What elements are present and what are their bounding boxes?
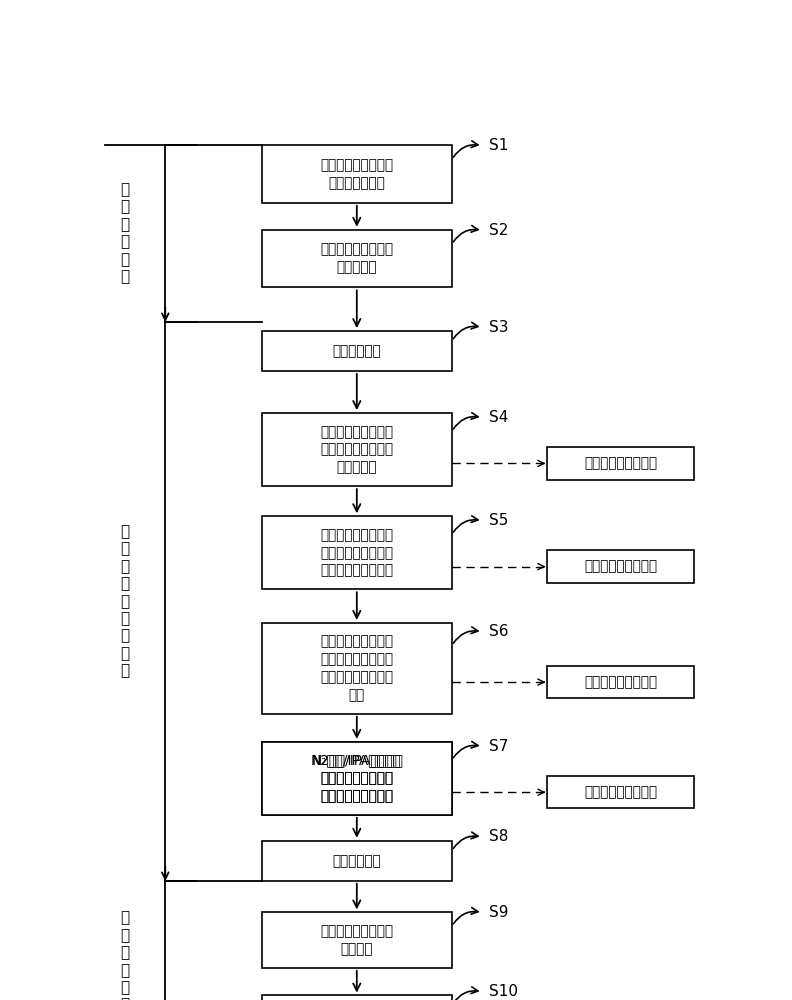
Bar: [261, 995, 452, 1000]
Text: S10: S10: [489, 984, 518, 999]
Text: 晶
圆
装
载
过
程: 晶 圆 装 载 过 程: [120, 182, 129, 284]
Bar: [547, 447, 695, 480]
Bar: [261, 516, 452, 589]
Bar: [261, 742, 452, 815]
Text: N₂管路/IPA管路或者
其它管路喷淋相应介
质，使晶圆表面干燥: N₂管路/IPA管路或者 其它管路喷淋相应介 质，使晶圆表面干燥: [312, 754, 402, 803]
Bar: [261, 331, 452, 371]
Bar: [261, 145, 452, 203]
Text: S7: S7: [489, 739, 508, 754]
Text: 二
相
流
雾
化
清
洗
过
程: 二 相 流 雾 化 清 洗 过 程: [120, 524, 129, 678]
Text: 此为清洗工艺第三步: 此为清洗工艺第三步: [584, 675, 657, 689]
Text: 二相流雾化喷嘴主体
喷射雾化液体颗粒，
进行二相流雾化清洗: 二相流雾化喷嘴主体 喷射雾化液体颗粒， 进行二相流雾化清洗: [320, 528, 394, 578]
Text: S5: S5: [489, 513, 508, 528]
Bar: [547, 666, 695, 698]
Text: S1: S1: [489, 138, 508, 153]
Text: 清洗工艺结束: 清洗工艺结束: [333, 854, 381, 868]
Bar: [261, 912, 452, 968]
Bar: [261, 841, 452, 881]
Text: 晶
圆
卸
载
过
程: 晶 圆 卸 载 过 程: [120, 911, 129, 1000]
Bar: [261, 623, 452, 714]
Text: S9: S9: [489, 905, 508, 920]
Text: 晶圆载台移动至合适
的工艺位置: 晶圆载台移动至合适 的工艺位置: [320, 243, 394, 275]
Text: S4: S4: [489, 410, 508, 425]
Text: 主液体管路喷淋清洗
液体，冲洗晶圆，使
颗粒污染物离开晶圆
表面: 主液体管路喷淋清洗 液体，冲洗晶圆，使 颗粒污染物离开晶圆 表面: [320, 634, 394, 702]
Bar: [547, 550, 695, 583]
Text: N2管路/IPA管路或者
其它管路喷淋相应介
质，使晶圆表面干燥: N2管路/IPA管路或者 其它管路喷淋相应介 质，使晶圆表面干燥: [310, 754, 403, 803]
Text: 晶圆通过夹持结构固
定在晶圆载台上: 晶圆通过夹持结构固 定在晶圆载台上: [320, 158, 394, 190]
Text: S6: S6: [489, 624, 508, 639]
Text: 此为清洗工艺第二步: 此为清洗工艺第二步: [584, 560, 657, 574]
Text: 晶圆载台移动至晶圆
取放位置: 晶圆载台移动至晶圆 取放位置: [320, 924, 394, 956]
Text: 此为清洗工艺第一步: 此为清洗工艺第一步: [584, 456, 657, 470]
Text: 主液体管路喷淋清洗
液体，在晶圆表面形
成液体薄膜: 主液体管路喷淋清洗 液体，在晶圆表面形 成液体薄膜: [320, 425, 394, 474]
Text: S3: S3: [489, 320, 508, 335]
Text: 此为清洗工艺第四步: 此为清洗工艺第四步: [584, 785, 657, 799]
Bar: [261, 413, 452, 486]
Bar: [547, 776, 695, 808]
Text: S8: S8: [489, 829, 508, 844]
Text: S2: S2: [489, 223, 508, 238]
Text: 开始清洗工艺: 开始清洗工艺: [333, 344, 381, 358]
Bar: [261, 230, 452, 287]
Bar: [261, 742, 452, 815]
